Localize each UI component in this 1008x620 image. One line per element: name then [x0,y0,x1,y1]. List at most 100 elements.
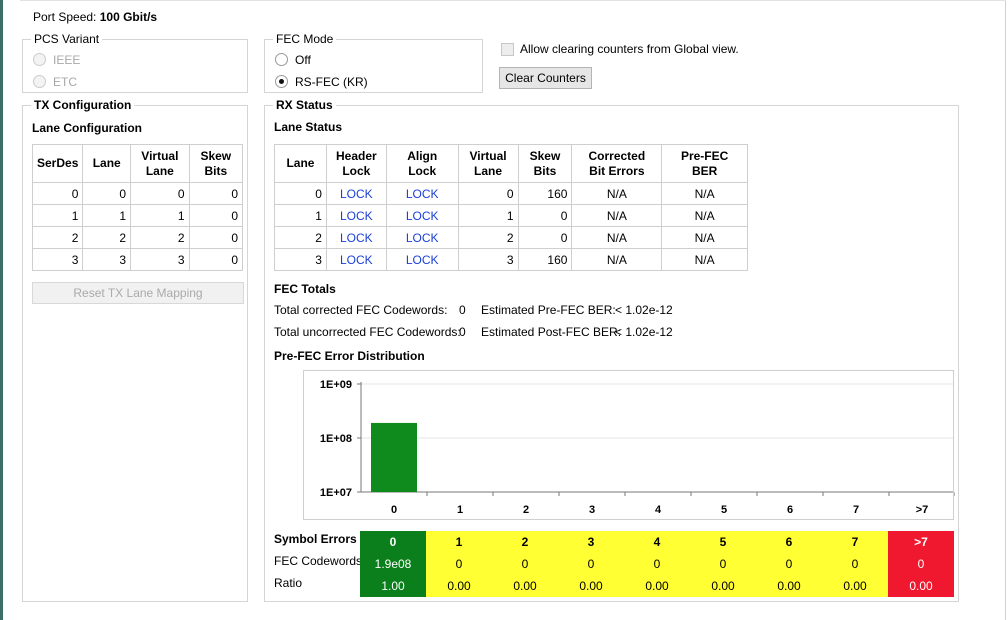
table-row: 2 LOCK LOCK 2 0 N/A N/A [274,226,748,249]
rx-cell: 1 [457,204,519,227]
header-lock-link[interactable]: LOCK [325,226,387,249]
tx-cell: 0 [188,204,244,227]
fec-codewords-cell: 1.9e08 [360,553,426,575]
symbol-errors-cell: 2 [492,531,558,553]
tx-configuration-title: TX Configuration [31,98,135,112]
rx-cell: 2 [457,226,519,249]
x-tick-label: 0 [391,504,397,516]
ratio-cell: 0.00 [492,575,558,597]
fec-codewords-cell: 0 [822,553,888,575]
header-lock-link[interactable]: LOCK [325,248,387,271]
error-distribution-chart: 1E+07 1E+08 1E+09 0 1 2 3 4 5 6 7 >7 [303,370,955,520]
tx-header-lane: Lane [82,144,132,183]
rx-status-group: RX Status [264,98,959,602]
total-uncorrected-value: 0 [459,325,466,339]
align-lock-link[interactable]: LOCK [385,204,459,227]
top-divider [20,0,1006,1]
pcs-variant-group: PCS Variant IEEE ETC [22,32,248,93]
rx-cell: 3 [274,248,327,271]
rx-cell: N/A [571,182,663,205]
tx-cell: 1 [130,204,190,227]
tx-cell: 0 [188,182,244,205]
fec-rsfec-label: RS-FEC (KR) [295,75,368,89]
fec-codewords-cell: 0 [426,553,492,575]
align-lock-link[interactable]: LOCK [385,226,459,249]
x-tick-label: >7 [916,504,929,516]
ratio-cell: 0.00 [888,575,954,597]
align-lock-link[interactable]: LOCK [385,182,459,205]
tx-cell: 3 [82,248,132,271]
ratio-row-label: Ratio [274,576,303,590]
total-corrected-value: 0 [459,303,466,317]
ratio-cell: 0.00 [426,575,492,597]
fec-codewords-cell: 0 [624,553,690,575]
symbol-errors-cell: 7 [822,531,888,553]
tx-cell: 0 [82,182,132,205]
rx-cell: N/A [571,248,663,271]
fec-codewords-cell: 0 [690,553,756,575]
tx-cell: 2 [31,226,84,249]
tx-header-virtual-lane: Virtual Lane [130,144,190,183]
radio-selected-icon [275,75,288,88]
radio-circle-icon [33,53,46,66]
allow-clearing-checkbox[interactable] [501,43,514,56]
fec-codewords-cell: 0 [558,553,624,575]
fec-totals-title: FEC Totals [274,282,336,296]
tx-cell: 0 [188,248,244,271]
header-lock-link[interactable]: LOCK [325,182,387,205]
tx-cell: 2 [82,226,132,249]
rx-header-header-lock: Header Lock [325,144,387,183]
header-lock-link[interactable]: LOCK [325,204,387,227]
radio-circle-icon [275,53,288,66]
tx-cell: 3 [130,248,190,271]
rx-cell: 2 [274,226,327,249]
tx-configuration-group: TX Configuration [22,98,248,602]
post-fec-ber-value: < 1.02e-12 [615,325,673,339]
allow-clearing-label: Allow clearing counters from Global view… [520,42,739,56]
reset-tx-lane-mapping-button[interactable]: Reset TX Lane Mapping [32,282,244,304]
x-tick-label: 1 [457,504,463,516]
rx-header-lane: Lane [274,144,327,183]
x-tick-label: 4 [655,504,662,516]
fec-rsfec-radio[interactable]: RS-FEC (KR) [275,74,368,90]
rx-cell: 0 [274,182,327,205]
right-scroll-edge [1005,0,1006,620]
post-fec-ber-label: Estimated Post-FEC BER: [481,325,622,339]
lane-configuration-title: Lane Configuration [32,121,142,135]
fec-off-label: Off [295,53,311,67]
x-tick-label: 6 [787,504,793,516]
fec-off-radio[interactable]: Off [275,52,311,68]
clear-counters-button[interactable]: Clear Counters [499,67,592,89]
rx-header-align-lock: Align Lock [385,144,459,183]
fec-codewords-row-label: FEC Codewords [274,554,363,568]
ratio-cell: 0.00 [558,575,624,597]
tx-cell: 0 [130,182,190,205]
tx-header-serdes: SerDes [31,144,84,183]
rx-status-title: RX Status [273,98,336,112]
tx-cell: 1 [31,204,84,227]
table-row: 3 LOCK LOCK 3 160 N/A N/A [274,248,748,271]
tx-cell: 0 [188,226,244,249]
pre-fec-ber-value: < 1.02e-12 [615,303,673,317]
chart-svg: 1E+07 1E+08 1E+09 0 1 2 3 4 5 6 7 >7 [320,379,955,516]
align-lock-link[interactable]: LOCK [385,248,459,271]
rx-cell: 0 [517,226,573,249]
rx-cell: N/A [661,226,748,249]
rx-cell: N/A [661,204,748,227]
ratio-cell: 0.00 [690,575,756,597]
rx-cell: N/A [661,182,748,205]
symbol-errors-row-label: Symbol Errors [274,532,357,546]
ratio-cell: 0.00 [822,575,888,597]
pcs-ieee-radio[interactable]: IEEE [33,52,80,68]
tx-cell: 0 [31,182,84,205]
table-row: 0 LOCK LOCK 0 160 N/A N/A [274,182,748,205]
rx-cell: N/A [661,248,748,271]
pcs-etc-radio[interactable]: ETC [33,74,77,90]
port-speed-label: Port Speed: [33,10,97,24]
rx-header-corrected-bit-errors: Corrected Bit Errors [571,144,663,183]
